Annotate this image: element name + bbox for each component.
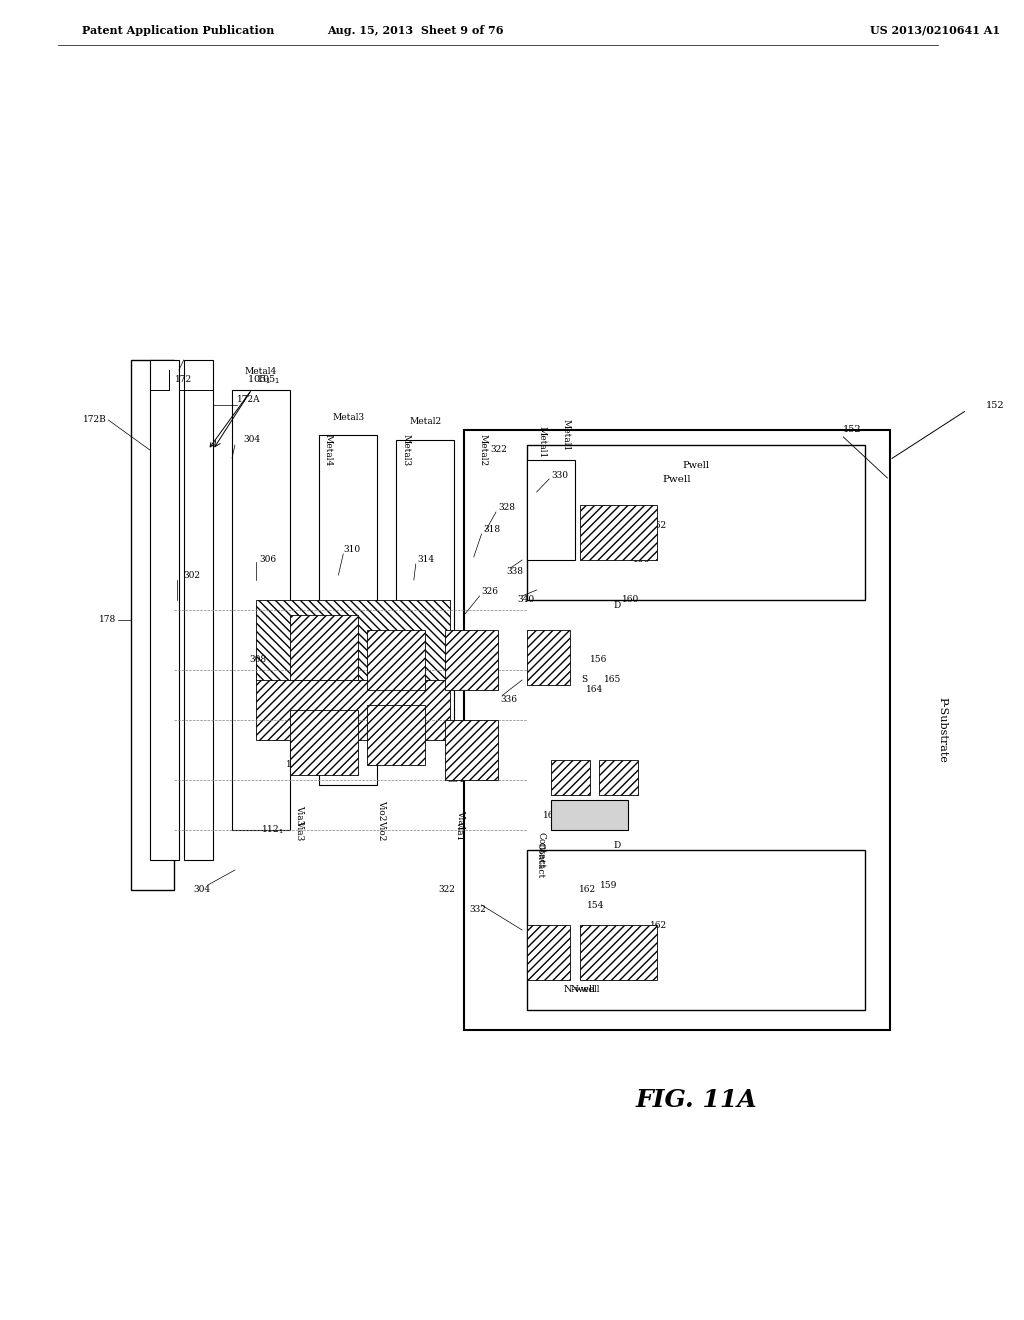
Bar [551, 760, 590, 795]
Text: Aug. 15, 2013  Sheet 9 of 76: Aug. 15, 2013 Sheet 9 of 76 [328, 25, 504, 36]
Text: 312: 312 [332, 651, 348, 660]
Text: 316: 316 [407, 651, 423, 660]
Text: Via3: Via3 [295, 805, 304, 825]
Bar [256, 601, 450, 680]
Bar [581, 506, 657, 560]
Text: Vio2: Vio2 [378, 800, 386, 820]
Text: 165: 165 [604, 676, 622, 685]
Bar [444, 719, 498, 780]
Text: B: B [601, 931, 607, 940]
Text: Pwell: Pwell [683, 461, 710, 470]
Bar [599, 760, 638, 795]
Text: D: D [613, 601, 621, 610]
Text: 304: 304 [194, 886, 211, 895]
Text: Contact: Contact [535, 842, 544, 878]
Text: 159: 159 [599, 880, 616, 890]
Text: 322: 322 [438, 886, 455, 895]
Text: 152: 152 [986, 400, 1005, 409]
Text: 114$_1$: 114$_1$ [286, 759, 308, 771]
Text: 162: 162 [650, 920, 667, 929]
Text: Contact: Contact [537, 832, 546, 869]
Text: 162: 162 [650, 520, 667, 529]
Text: 332: 332 [469, 906, 485, 915]
Text: FIG. 11A: FIG. 11A [635, 1088, 757, 1111]
Text: 166: 166 [544, 810, 561, 820]
Text: US 2013/0210641 A1: US 2013/0210641 A1 [870, 25, 1000, 36]
Text: 178: 178 [98, 615, 116, 624]
Text: S: S [581, 676, 587, 685]
Text: Via1: Via1 [455, 820, 464, 841]
Text: Metal2: Metal2 [478, 434, 487, 466]
Bar [527, 459, 575, 560]
Bar [368, 705, 425, 766]
Text: 324: 324 [452, 681, 469, 689]
Text: 154: 154 [587, 900, 604, 909]
Text: 320: 320 [481, 656, 499, 664]
Text: 304: 304 [244, 436, 261, 445]
Text: 340: 340 [517, 595, 535, 605]
Bar [290, 615, 357, 680]
Text: Metal1: Metal1 [538, 426, 547, 458]
Bar [368, 630, 425, 690]
Text: 158: 158 [633, 556, 650, 565]
Bar [319, 436, 377, 785]
Text: Pwell: Pwell [663, 475, 691, 484]
Text: 172A: 172A [237, 396, 260, 404]
Text: 156: 156 [590, 656, 607, 664]
Text: 160: 160 [622, 595, 639, 605]
Text: Vio2: Vio2 [378, 820, 386, 841]
Bar [256, 660, 450, 741]
Bar [527, 850, 865, 1010]
Text: 310: 310 [343, 545, 360, 554]
Text: Metal1: Metal1 [561, 418, 570, 451]
Bar [130, 360, 174, 890]
Bar [290, 710, 357, 775]
Text: 306: 306 [259, 556, 276, 565]
Text: B: B [601, 516, 607, 524]
Text: 318: 318 [483, 525, 501, 535]
Text: Metal4: Metal4 [245, 367, 278, 376]
Text: Metal2: Metal2 [410, 417, 441, 426]
Bar [551, 800, 629, 830]
Text: Via3: Via3 [295, 820, 304, 840]
Text: 105$_1$: 105$_1$ [210, 374, 271, 447]
Text: 152: 152 [843, 425, 862, 434]
Text: 308: 308 [250, 656, 266, 664]
Bar [527, 445, 865, 601]
Text: 112$_1$: 112$_1$ [261, 824, 284, 837]
Text: 336: 336 [501, 696, 518, 705]
Text: 328: 328 [498, 503, 515, 512]
Text: Patent Application Publication: Patent Application Publication [82, 25, 274, 36]
Bar [527, 925, 570, 979]
Text: 334: 334 [447, 776, 465, 784]
Text: N-well: N-well [564, 986, 596, 994]
Bar [527, 630, 570, 685]
Text: Metal3: Metal3 [401, 434, 411, 466]
Text: Metal3: Metal3 [332, 412, 365, 421]
Text: 322: 322 [490, 446, 508, 454]
Text: 314: 314 [418, 556, 435, 565]
Text: P-Substrate: P-Substrate [938, 697, 948, 763]
Bar [150, 360, 179, 861]
Text: Metal4: Metal4 [324, 434, 333, 466]
Text: D: D [613, 841, 621, 850]
Text: 172B: 172B [83, 416, 106, 425]
Bar [396, 440, 455, 730]
Bar [464, 430, 890, 1030]
Text: 162: 162 [580, 886, 596, 895]
Text: N-well: N-well [570, 986, 600, 994]
Bar [581, 925, 657, 979]
Text: 170: 170 [414, 717, 423, 734]
Text: 164: 164 [586, 685, 603, 694]
Text: 330: 330 [551, 470, 568, 479]
Text: Via1: Via1 [456, 809, 465, 830]
Text: 338: 338 [507, 568, 523, 577]
Bar [444, 630, 498, 690]
Text: 105$_1$: 105$_1$ [256, 374, 281, 387]
Text: 172: 172 [175, 375, 193, 384]
Text: 326: 326 [481, 587, 499, 597]
Text: 302: 302 [183, 570, 201, 579]
Bar [232, 389, 290, 830]
Bar [183, 360, 213, 861]
